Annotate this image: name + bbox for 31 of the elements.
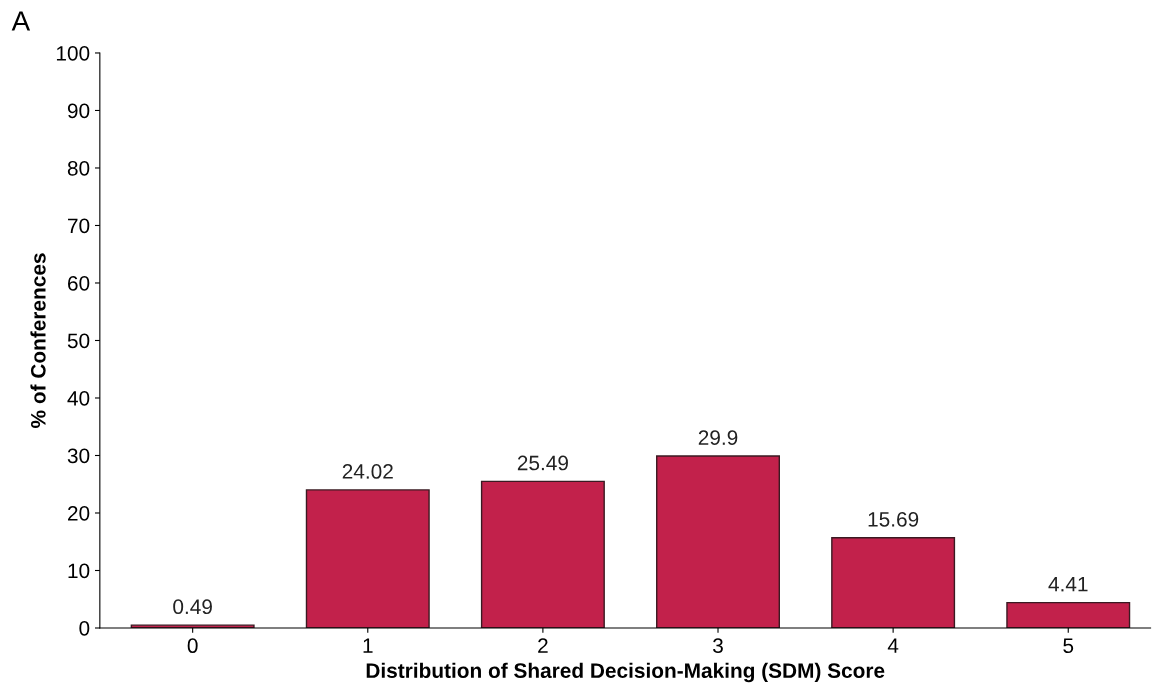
x-tick-label: 1 (363, 638, 373, 653)
data-label: 15.69 (868, 511, 919, 527)
bar (305, 489, 430, 628)
y-tick-label: 50 (67, 333, 90, 349)
x-axis-title: Distribution of Shared Decision-Making (SDM) Score (366, 662, 885, 683)
y-tick-label: 70 (68, 218, 90, 234)
bar (480, 480, 605, 628)
text: A (11, 11, 31, 31)
data-label: 29.9 (698, 430, 738, 445)
y-tick-label: 30 (67, 448, 90, 464)
data-label: 25.49 (517, 455, 568, 471)
bar (656, 455, 780, 628)
x-tick-label: 3 (713, 638, 723, 654)
y-tick-label: 20 (68, 505, 90, 521)
bar (1006, 601, 1131, 628)
data-label: 0.49 (173, 599, 212, 615)
x-tick-label: 2 (538, 638, 548, 653)
y-tick-label: 80 (67, 160, 90, 176)
y-tick-label: 0 (79, 621, 90, 636)
y-axis-title: % of Conferences (30, 253, 46, 428)
x-tick-label: 4 (887, 638, 899, 653)
bar (831, 537, 956, 628)
y-tick-label: 60 (68, 275, 90, 291)
y-tick-label: 90 (67, 103, 90, 119)
y-tick-label: 40 (67, 390, 90, 406)
x-tick-label: 5 (1063, 638, 1074, 654)
x-tick-label: 0 (187, 638, 198, 654)
data-label: 4.41 (1048, 577, 1088, 592)
y-tick-label: 100 (56, 45, 90, 61)
data-label: 24.02 (342, 464, 393, 479)
y-tick-label: 10 (68, 563, 90, 579)
